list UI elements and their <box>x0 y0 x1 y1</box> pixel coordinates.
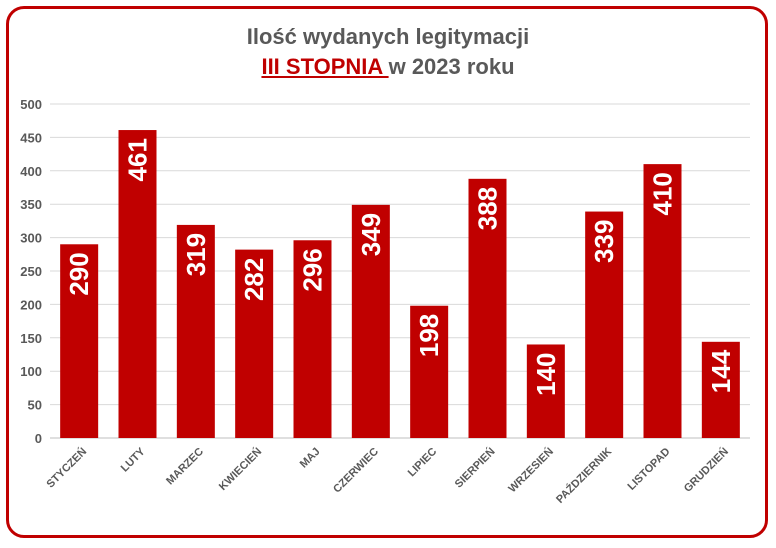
x-tick-label: SIERPIEŃ <box>452 445 498 491</box>
y-tick-label: 500 <box>20 97 42 112</box>
bar <box>701 341 740 438</box>
data-label: 410 <box>648 172 678 215</box>
data-label: 198 <box>414 314 444 357</box>
y-tick-label: 350 <box>20 197 42 212</box>
bar <box>410 305 449 438</box>
y-tick-label: 250 <box>20 264 42 279</box>
y-tick-label: 300 <box>20 231 42 246</box>
bar <box>60 244 99 438</box>
x-tick-label: PAŹDZIERNIK <box>553 445 614 506</box>
y-tick-label: 100 <box>20 364 42 379</box>
chart-title-line1: Ilość wydanych legitymacji <box>246 24 530 49</box>
chart-title-line2: III STOPNIA w 2023 roku <box>0 52 776 82</box>
x-tick-label: GRUDZIEŃ <box>681 445 731 495</box>
bar <box>585 211 624 438</box>
data-label: 319 <box>181 233 211 276</box>
data-label: 461 <box>123 138 153 181</box>
x-tick-label: MARZEC <box>164 446 206 488</box>
data-label: 144 <box>706 349 736 393</box>
x-tick-label: LISTOPAD <box>626 446 673 493</box>
data-label: 339 <box>589 220 619 263</box>
x-tick-label: WRZESIEŃ <box>506 445 556 495</box>
x-tick-label: LIPIEC <box>406 446 440 480</box>
y-tick-label: 0 <box>35 431 42 446</box>
x-tick-label: LUTY <box>119 445 148 474</box>
data-label: 388 <box>473 187 503 230</box>
chart-title-rest: w 2023 roku <box>388 54 515 79</box>
y-tick-label: 200 <box>20 297 42 312</box>
data-label: 140 <box>531 352 561 395</box>
y-tick-label: 50 <box>28 398 42 413</box>
y-tick-label: 150 <box>20 331 42 346</box>
x-tick-label: CZERWIEC <box>331 446 381 496</box>
x-tick-label: STYCZEŃ <box>44 445 90 491</box>
bar <box>235 249 274 438</box>
x-tick-label: KWIECIEŃ <box>216 445 264 493</box>
bar <box>293 240 332 438</box>
data-label: 296 <box>298 248 328 291</box>
y-tick-label: 450 <box>20 130 42 145</box>
data-label: 290 <box>64 252 94 295</box>
chart-title-highlight: III STOPNIA <box>261 54 389 79</box>
bar <box>468 178 507 439</box>
bar <box>643 164 682 438</box>
bar <box>176 224 215 438</box>
chart-title: Ilość wydanych legitymacji III STOPNIA w… <box>0 22 776 82</box>
bar <box>351 204 390 438</box>
data-label: 282 <box>239 258 269 301</box>
x-tick-label: MAJ <box>298 446 323 471</box>
bar <box>526 344 565 438</box>
bar <box>118 130 157 438</box>
y-tick-label: 400 <box>20 164 42 179</box>
data-label: 349 <box>356 213 386 256</box>
